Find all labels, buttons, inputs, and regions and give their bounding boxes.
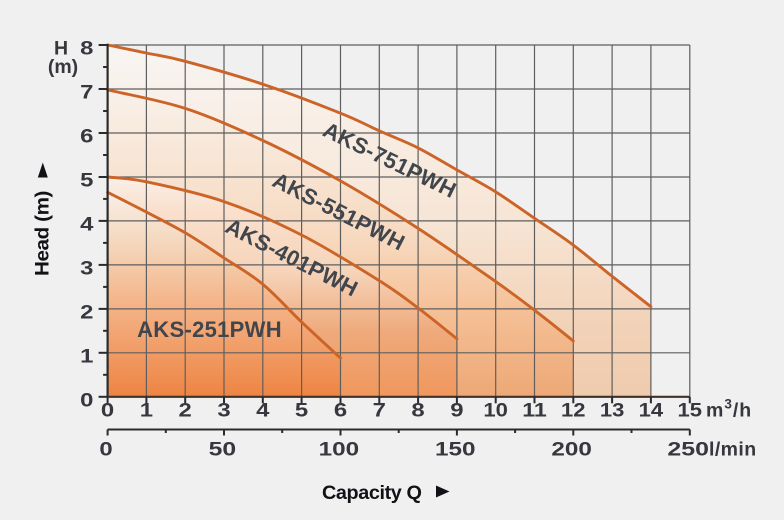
svg-text:250: 250 <box>667 439 709 461</box>
svg-text:150: 150 <box>435 439 476 461</box>
svg-text:12: 12 <box>561 399 586 421</box>
svg-text:l/min: l/min <box>709 439 757 461</box>
svg-text:8: 8 <box>80 38 93 60</box>
svg-text:7: 7 <box>373 399 386 421</box>
svg-text:13: 13 <box>600 399 625 421</box>
svg-text:2: 2 <box>179 399 192 421</box>
svg-text:15: 15 <box>678 399 703 421</box>
svg-text:14: 14 <box>639 399 664 421</box>
svg-text:6: 6 <box>334 399 347 421</box>
svg-text:5: 5 <box>295 399 308 421</box>
svg-text:0: 0 <box>101 399 114 421</box>
svg-text:100: 100 <box>319 439 360 461</box>
svg-text:0: 0 <box>80 390 93 412</box>
svg-text:7: 7 <box>80 82 93 104</box>
svg-text:Capacity Q: Capacity Q <box>322 482 422 504</box>
svg-text:4: 4 <box>80 214 93 236</box>
svg-text:200: 200 <box>551 439 592 461</box>
svg-text:3: 3 <box>217 399 230 421</box>
svg-text:AKS-251PWH: AKS-251PWH <box>137 317 282 342</box>
svg-text:m3/h: m3/h <box>706 396 752 421</box>
svg-text:H: H <box>54 38 68 60</box>
svg-text:50: 50 <box>209 439 237 461</box>
svg-text:(m): (m) <box>48 56 78 78</box>
svg-text:1: 1 <box>140 399 153 421</box>
svg-text:5: 5 <box>80 170 93 192</box>
svg-text:10: 10 <box>483 399 508 421</box>
svg-text:8: 8 <box>411 399 424 421</box>
svg-text:0: 0 <box>99 439 112 461</box>
svg-text:1: 1 <box>80 346 93 368</box>
svg-text:Head (m): Head (m) <box>32 191 54 276</box>
svg-text:11: 11 <box>522 399 547 421</box>
svg-text:9: 9 <box>450 399 463 421</box>
svg-text:3: 3 <box>80 258 93 280</box>
svg-text:6: 6 <box>80 126 93 148</box>
svg-text:2: 2 <box>80 302 93 324</box>
svg-text:4: 4 <box>256 399 269 421</box>
